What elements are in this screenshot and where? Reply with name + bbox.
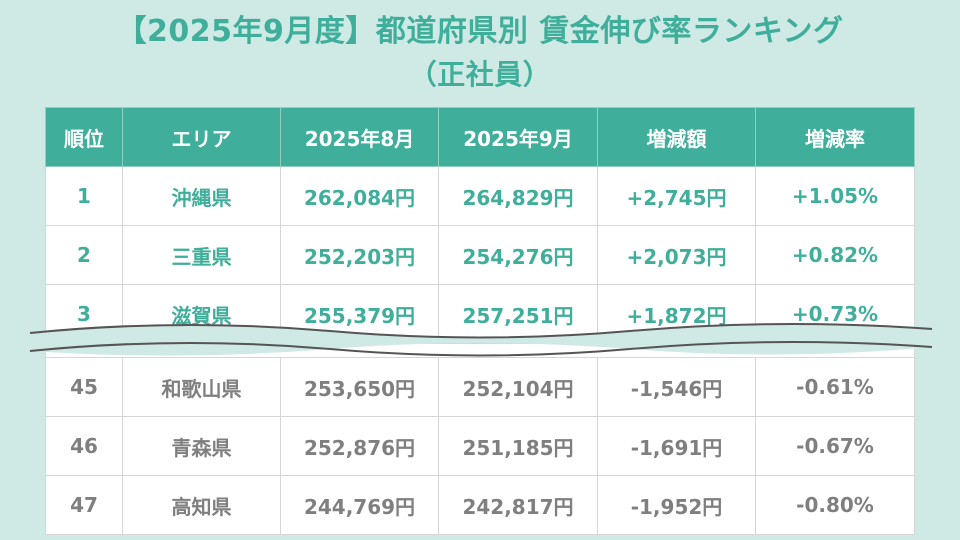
- cell-rank: 2: [45, 225, 123, 285]
- cell-rate: -0.67%: [755, 416, 915, 476]
- cell-rank: 47: [45, 475, 123, 535]
- cell-diff: -1,546円: [597, 357, 756, 417]
- break-band: [30, 323, 932, 356]
- header-sep: 2025年9月: [438, 107, 598, 167]
- cell-aug: 244,769円: [280, 475, 439, 535]
- table-row: 2 三重県 252,203円 254,276円 +2,073円 +0.82%: [45, 225, 915, 285]
- ranking-table: 順位 エリア 2025年8月 2025年9月 増減額 増減率 1 沖縄県 262…: [45, 107, 915, 535]
- cell-sep: 251,185円: [438, 416, 598, 476]
- ranking-table-container: 順位 エリア 2025年8月 2025年9月 増減額 増減率 1 沖縄県 262…: [45, 107, 915, 535]
- header-diff: 増減額: [597, 107, 756, 167]
- cell-diff: -1,691円: [597, 416, 756, 476]
- cell-rank: 46: [45, 416, 123, 476]
- cell-rate: +1.05%: [755, 166, 915, 226]
- cell-rank: 1: [45, 166, 123, 226]
- cell-sep: 242,817円: [438, 475, 598, 535]
- cell-area: 沖縄県: [122, 166, 281, 226]
- cell-aug: 262,084円: [280, 166, 439, 226]
- cell-diff: +2,073円: [597, 225, 756, 285]
- table-row: 45 和歌山県 253,650円 252,104円 -1,546円 -0.61%: [45, 357, 915, 417]
- cell-aug: 252,876円: [280, 416, 439, 476]
- table-header-row: 順位 エリア 2025年8月 2025年9月 増減額 増減率: [45, 107, 915, 167]
- cell-aug: 253,650円: [280, 357, 439, 417]
- cell-rate: -0.61%: [755, 357, 915, 417]
- header-rank: 順位: [45, 107, 123, 167]
- cell-sep: 254,276円: [438, 225, 598, 285]
- header-rate: 増減率: [755, 107, 915, 167]
- cell-diff: -1,952円: [597, 475, 756, 535]
- table-row: 47 高知県 244,769円 242,817円 -1,952円 -0.80%: [45, 475, 915, 535]
- table-row: 46 青森県 252,876円 251,185円 -1,691円 -0.67%: [45, 416, 915, 476]
- cell-rate: -0.80%: [755, 475, 915, 535]
- cell-area: 和歌山県: [122, 357, 281, 417]
- cell-area: 青森県: [122, 416, 281, 476]
- header-aug: 2025年8月: [280, 107, 439, 167]
- page-subtitle: （正社員）: [408, 58, 552, 91]
- table-row: 1 沖縄県 262,084円 264,829円 +2,745円 +1.05%: [45, 166, 915, 226]
- break-line-upper: [29, 322, 933, 339]
- cell-sep: 252,104円: [438, 357, 598, 417]
- cell-sep: 264,829円: [438, 166, 598, 226]
- cell-area: 三重県: [122, 225, 281, 285]
- cell-rate: +0.82%: [755, 225, 915, 285]
- cell-rank: 45: [45, 357, 123, 417]
- cell-area: 高知県: [122, 475, 281, 535]
- break-line-lower: [29, 340, 933, 357]
- table-break-wave: [29, 322, 933, 357]
- cell-diff: +2,745円: [597, 166, 756, 226]
- page-title: 【2025年9月度】都道府県別 賃金伸び率ランキング: [116, 14, 844, 49]
- header-area: エリア: [122, 107, 281, 167]
- cell-aug: 252,203円: [280, 225, 439, 285]
